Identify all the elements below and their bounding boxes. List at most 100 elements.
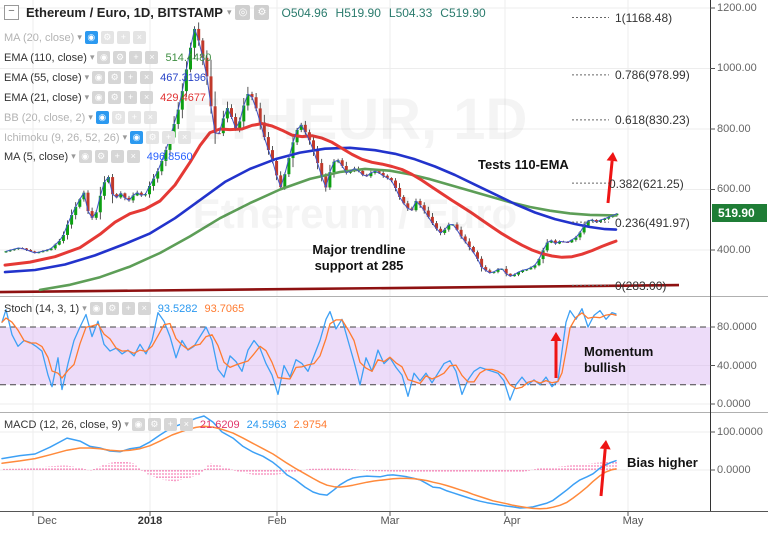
eye-icon[interactable]: ◉ (89, 302, 103, 315)
indicator-value: 514.4480 (165, 51, 212, 64)
annotation-line: Major trendline (312, 242, 406, 257)
low-value: L504.33 (388, 5, 433, 20)
close-icon[interactable]: × (140, 91, 154, 104)
plus-icon[interactable]: + (129, 51, 143, 64)
time-tick-feb: Feb (267, 515, 287, 527)
gear-icon[interactable]: ⚙ (254, 5, 270, 20)
up-arrow (599, 440, 611, 497)
plus-icon[interactable]: + (121, 302, 135, 315)
price-tick-800: 800.00 (717, 123, 751, 135)
gear-icon[interactable]: ⚙ (105, 302, 119, 315)
close-icon[interactable]: × (179, 418, 193, 431)
indicator-row-stoch: Stoch (14, 3, 1) ▾ ◉ ⚙ + × 93.5282 93.7065 (4, 301, 244, 316)
close-icon[interactable]: × (132, 31, 146, 44)
stoch-tick-0: 0.0000 (717, 398, 751, 410)
chevron-down-icon[interactable]: ▾ (124, 419, 129, 429)
close-icon[interactable]: × (143, 111, 157, 124)
plus-icon[interactable]: + (163, 418, 177, 431)
indicator-label[interactable]: EMA (110, close) (4, 51, 87, 64)
chevron-down-icon[interactable]: ▾ (71, 151, 76, 161)
chevron-down-icon[interactable]: ▾ (77, 32, 82, 42)
indicator-label[interactable]: MA (5, close) (4, 150, 69, 163)
chevron-down-icon[interactable]: ▾ (88, 112, 93, 122)
crosshair-icon[interactable]: ◎ (235, 5, 251, 20)
gear-icon[interactable]: ⚙ (94, 150, 108, 163)
indicator-label[interactable]: EMA (55, close) (4, 71, 82, 84)
indicator-label[interactable]: MACD (12, 26, close, 9) (4, 418, 122, 431)
gear-icon[interactable]: ⚙ (147, 418, 161, 431)
indicator-row-ma5: MA (5, close) ▾ ◉ ⚙ + × 496.8560 (4, 149, 193, 164)
plus-icon[interactable]: + (162, 131, 176, 144)
indicator-row-macd: MACD (12, 26, close, 9) ▾ ◉ ⚙ + × 21.6209 2… (4, 417, 327, 432)
high-value: H519.90 (335, 5, 381, 20)
stochastic-panel[interactable] (0, 308, 710, 401)
open-value: O504.96 (281, 5, 328, 20)
eye-icon[interactable]: ◉ (131, 418, 145, 431)
trendline-support[interactable] (0, 283, 680, 294)
price-tick-1000: 1000.00 (717, 62, 757, 74)
close-icon[interactable]: × (126, 150, 140, 163)
indicator-label[interactable]: Ichimoku (9, 26, 52, 26) (4, 131, 120, 144)
time-tick-2018: 2018 (137, 515, 163, 527)
annotation-bias-higher: Bias higher (627, 455, 698, 470)
close-icon[interactable]: × (145, 51, 159, 64)
macd-panel[interactable] (1, 415, 617, 510)
plus-icon[interactable]: + (110, 150, 124, 163)
fib-label-0236[interactable]: 0.236(491.97) (615, 216, 690, 230)
gear-icon[interactable]: ⚙ (100, 31, 114, 44)
chevron-down-icon[interactable]: ▾ (84, 92, 90, 102)
indicator-label[interactable]: MA (20, close) (4, 31, 75, 44)
eye-icon[interactable]: ◉ (84, 31, 98, 44)
plus-icon[interactable]: + (116, 31, 130, 44)
close-icon[interactable]: × (137, 302, 151, 315)
eye-icon[interactable]: ◉ (92, 71, 106, 84)
gear-icon[interactable]: ⚙ (111, 111, 125, 124)
fib-label-0786[interactable]: 0.786(978.99) (615, 68, 690, 82)
indicator-label[interactable]: BB (20, close, 2) (4, 111, 86, 124)
macd-hist-value: 21.6209 (199, 418, 240, 431)
chevron-down-icon[interactable]: ▾ (226, 7, 232, 17)
eye-icon[interactable]: ◉ (78, 150, 92, 163)
plus-icon[interactable]: + (127, 111, 141, 124)
fib-label-1[interactable]: 1(1168.48) (615, 11, 673, 25)
eye-icon[interactable]: ◉ (97, 51, 111, 64)
indicator-label[interactable]: EMA (21, close) (4, 91, 82, 104)
gear-icon[interactable]: ⚙ (108, 71, 122, 84)
eye-icon[interactable]: ◉ (92, 91, 106, 104)
macd-histogram (3, 460, 617, 482)
gear-icon[interactable]: ⚙ (108, 91, 122, 104)
close-icon[interactable]: × (140, 71, 154, 84)
fib-label-0618[interactable]: 0.618(830.23) (615, 113, 690, 127)
price-tick-600: 600.00 (717, 183, 751, 195)
gear-icon[interactable]: ⚙ (146, 131, 160, 144)
fib-label-0382[interactable]: 0.382(621.25) (609, 177, 684, 191)
collapse-icon[interactable]: − (4, 5, 19, 20)
chevron-down-icon[interactable]: ▾ (84, 72, 90, 82)
indicator-label[interactable]: Stoch (14, 3, 1) (4, 302, 80, 315)
main-price-panel[interactable] (0, 22, 680, 294)
ohlc-values: O504.96 H519.90 L504.33 C519.90 (281, 6, 485, 20)
stoch-k-value: 93.5282 (157, 302, 198, 315)
axes-frame (0, 0, 768, 516)
time-tick-may: May (622, 515, 644, 527)
chevron-down-icon[interactable]: ▾ (122, 132, 128, 142)
eye-icon[interactable]: ◉ (95, 111, 109, 124)
symbol-title[interactable]: Ethereum / Euro, 1D, BITSTAMP (26, 5, 223, 20)
time-tick-dec: Dec (37, 515, 57, 527)
gear-icon[interactable]: ⚙ (113, 51, 127, 64)
chevron-down-icon[interactable]: ▾ (82, 303, 87, 313)
indicator-value: 429.4677 (160, 91, 207, 104)
chevron-down-icon[interactable]: ▾ (89, 52, 95, 62)
fib-label-0[interactable]: 0(283.00) (615, 279, 667, 293)
eye-icon[interactable]: ◉ (130, 131, 144, 144)
stoch-d-value: 93.7065 (204, 302, 245, 315)
macd-signal-value: 2.9754 (293, 418, 328, 431)
close-value: C519.90 (440, 5, 486, 20)
plus-icon[interactable]: + (124, 91, 138, 104)
close-icon[interactable]: × (178, 131, 192, 144)
annotation-momentum-bullish: Momentum bullish (584, 344, 653, 376)
chart-legend-title-row: − Ethereum / Euro, 1D, BITSTAMP ▾ ◎ ⚙ O5… (4, 5, 486, 20)
indicator-value: 496.8560 (146, 150, 193, 163)
plus-icon[interactable]: + (124, 71, 138, 84)
